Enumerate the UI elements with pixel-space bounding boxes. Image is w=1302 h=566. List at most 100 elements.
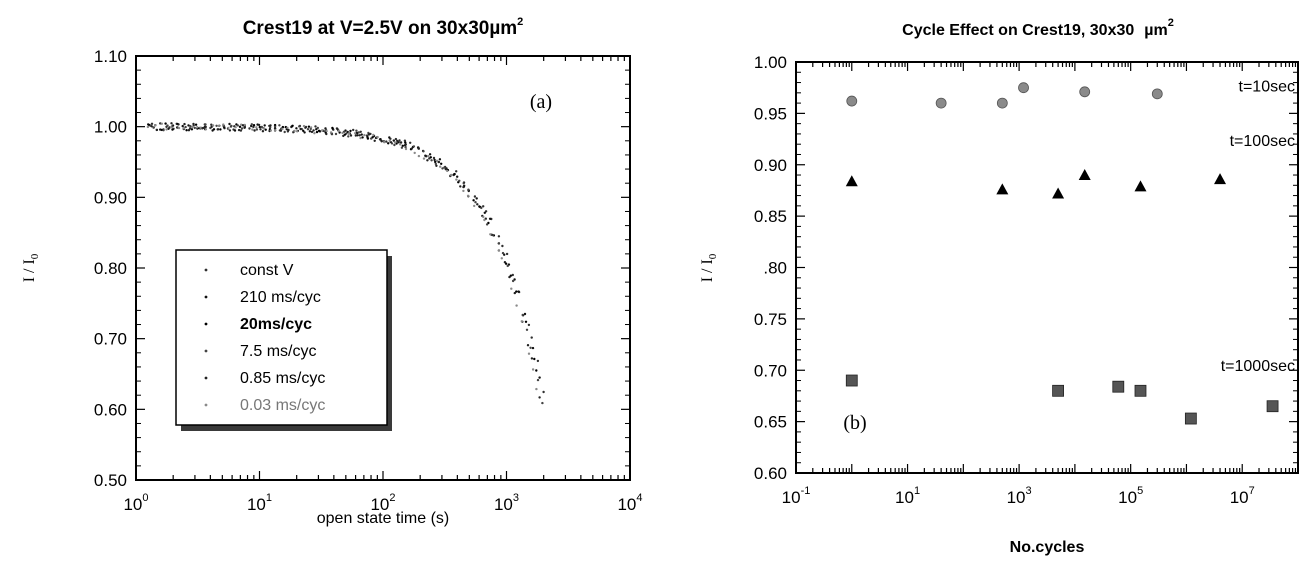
x-tick-label: 103 [494, 492, 519, 514]
data-point [542, 390, 545, 394]
data-point [306, 128, 310, 131]
data-point [474, 201, 477, 204]
chart-a-ticks [135, 55, 630, 481]
data-point [262, 127, 266, 130]
chart-a-x-axis-label: open state time (s) [317, 510, 450, 527]
data-point [480, 206, 483, 210]
legend-label: 7.5 ms/cyc [240, 343, 316, 360]
data-point [459, 185, 462, 188]
data-point [428, 153, 432, 156]
data-point [392, 139, 395, 142]
data-point [192, 122, 195, 126]
data-point [482, 215, 485, 219]
data-point [216, 128, 219, 131]
data-point [511, 279, 515, 283]
legend-marker [204, 268, 208, 272]
data-point [281, 127, 284, 131]
data-point [259, 128, 262, 131]
circle-marker [1079, 86, 1091, 98]
data-point [360, 133, 363, 136]
data-point [388, 139, 391, 142]
data-point [422, 150, 425, 153]
chart-a-x-tick-labels: 100 101 102 103 104 [123, 492, 642, 514]
data-point [531, 368, 535, 371]
data-point [400, 146, 404, 149]
data-point [427, 154, 430, 158]
data-point [523, 312, 527, 316]
square-marker [1052, 384, 1064, 397]
series-label-t=10sec: t=10sec [1239, 79, 1295, 96]
data-point [257, 123, 261, 127]
legend-marker [204, 376, 208, 380]
data-point [417, 147, 420, 150]
data-point [154, 124, 157, 127]
data-point [187, 124, 190, 127]
data-point [462, 182, 465, 185]
data-point [310, 130, 314, 134]
triangle-marker [845, 175, 858, 187]
data-point [337, 129, 340, 133]
y-tick-label: 0.90 [94, 188, 127, 207]
data-point [503, 261, 507, 264]
data-point [510, 287, 513, 290]
data-point [526, 344, 530, 347]
data-point [511, 273, 514, 277]
chart-b-panel-label: (b) [843, 412, 866, 434]
legend-marker [204, 322, 208, 326]
data-point [150, 122, 154, 126]
data-point [475, 197, 478, 200]
data-point [467, 188, 470, 191]
data-point [202, 126, 205, 130]
y-tick-label: 1.10 [94, 47, 127, 66]
data-point [456, 175, 459, 178]
data-point [373, 139, 376, 142]
data-point [273, 129, 277, 132]
data-point [240, 127, 244, 130]
data-point [401, 144, 404, 147]
data-point [260, 125, 263, 129]
data-point [529, 346, 532, 349]
data-point [253, 129, 256, 132]
data-point [177, 126, 181, 130]
triangle-marker [996, 183, 1009, 195]
data-point [398, 139, 401, 142]
data-point [376, 135, 379, 139]
chart-a-legend: const V 210 ms/cyc 20ms/cyc 7.5 ms/cyc 0.85 … [175, 249, 392, 431]
data-point [334, 132, 338, 136]
data-point [269, 126, 272, 129]
data-point [191, 125, 194, 129]
data-point [527, 323, 531, 327]
data-point [501, 251, 505, 255]
y-tick-label: 0.50 [94, 471, 127, 490]
data-point [473, 204, 476, 208]
data-point [515, 304, 518, 307]
chart-a-series-points [146, 122, 545, 405]
chart-b-series-annotations: t=10sec t=100sec t=1000sec [1221, 79, 1295, 375]
data-point [252, 124, 256, 127]
data-point [263, 124, 266, 127]
series-circle-markers [846, 82, 1163, 109]
y-tick-label: 0.60 [754, 464, 787, 483]
data-point [325, 132, 328, 136]
data-point [204, 125, 207, 129]
data-point [422, 157, 426, 160]
y-tick-label: 0.80 [94, 259, 127, 278]
legend-marker [204, 349, 208, 353]
data-point [525, 328, 529, 331]
data-point [184, 125, 187, 129]
data-point [236, 124, 239, 127]
chart-b-x-tick-labels: 10-1 101 103 105 107 [782, 485, 1255, 507]
y-tick-label: 0.75 [754, 310, 787, 329]
circle-marker [935, 97, 947, 109]
chart-b-x-axis-label: No.cycles [1010, 539, 1085, 556]
legend-label: 0.03 ms/cyc [240, 397, 325, 414]
chart-b-title: Cycle Effect on Crest19, 30x30 µm2 [902, 17, 1174, 39]
data-point [196, 126, 199, 129]
data-point [347, 132, 351, 136]
data-point [357, 131, 360, 134]
data-point [513, 291, 516, 295]
data-point [361, 136, 364, 139]
circle-marker [996, 97, 1008, 109]
data-point [349, 129, 352, 133]
data-point [273, 125, 277, 128]
